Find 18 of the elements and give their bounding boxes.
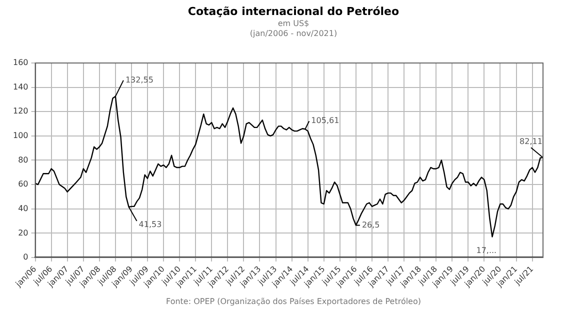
annotation: 17,... — [476, 246, 497, 255]
y-tick-label: 20 — [18, 228, 28, 238]
y-tick-label: 160 — [12, 58, 28, 68]
y-tick-label: 60 — [18, 180, 28, 189]
annotation: 105,61 — [311, 116, 340, 126]
annotation: 82,11 — [520, 136, 542, 146]
y-tick-label: 120 — [12, 106, 28, 116]
y-tick-label: 80 — [18, 155, 28, 164]
source-note: Fonte: OPEP (Organização dos Países Exportadores de Petróleo) — [165, 297, 422, 306]
annotation: 132,55 — [125, 75, 154, 84]
annotation: 41,53 — [138, 220, 162, 230]
y-tick-label: 0 — [23, 252, 28, 262]
chart-title: Cotação internacional do Petróleo — [186, 5, 400, 18]
chart-subtitle: em US$ (jan/2006 - nov/2021) — [248, 19, 338, 39]
y-tick-label: 140 — [12, 82, 28, 92]
y-tick-label: 40 — [18, 204, 28, 213]
annotation: 26,5 — [362, 220, 380, 230]
y-tick-label: 100 — [12, 131, 28, 140]
